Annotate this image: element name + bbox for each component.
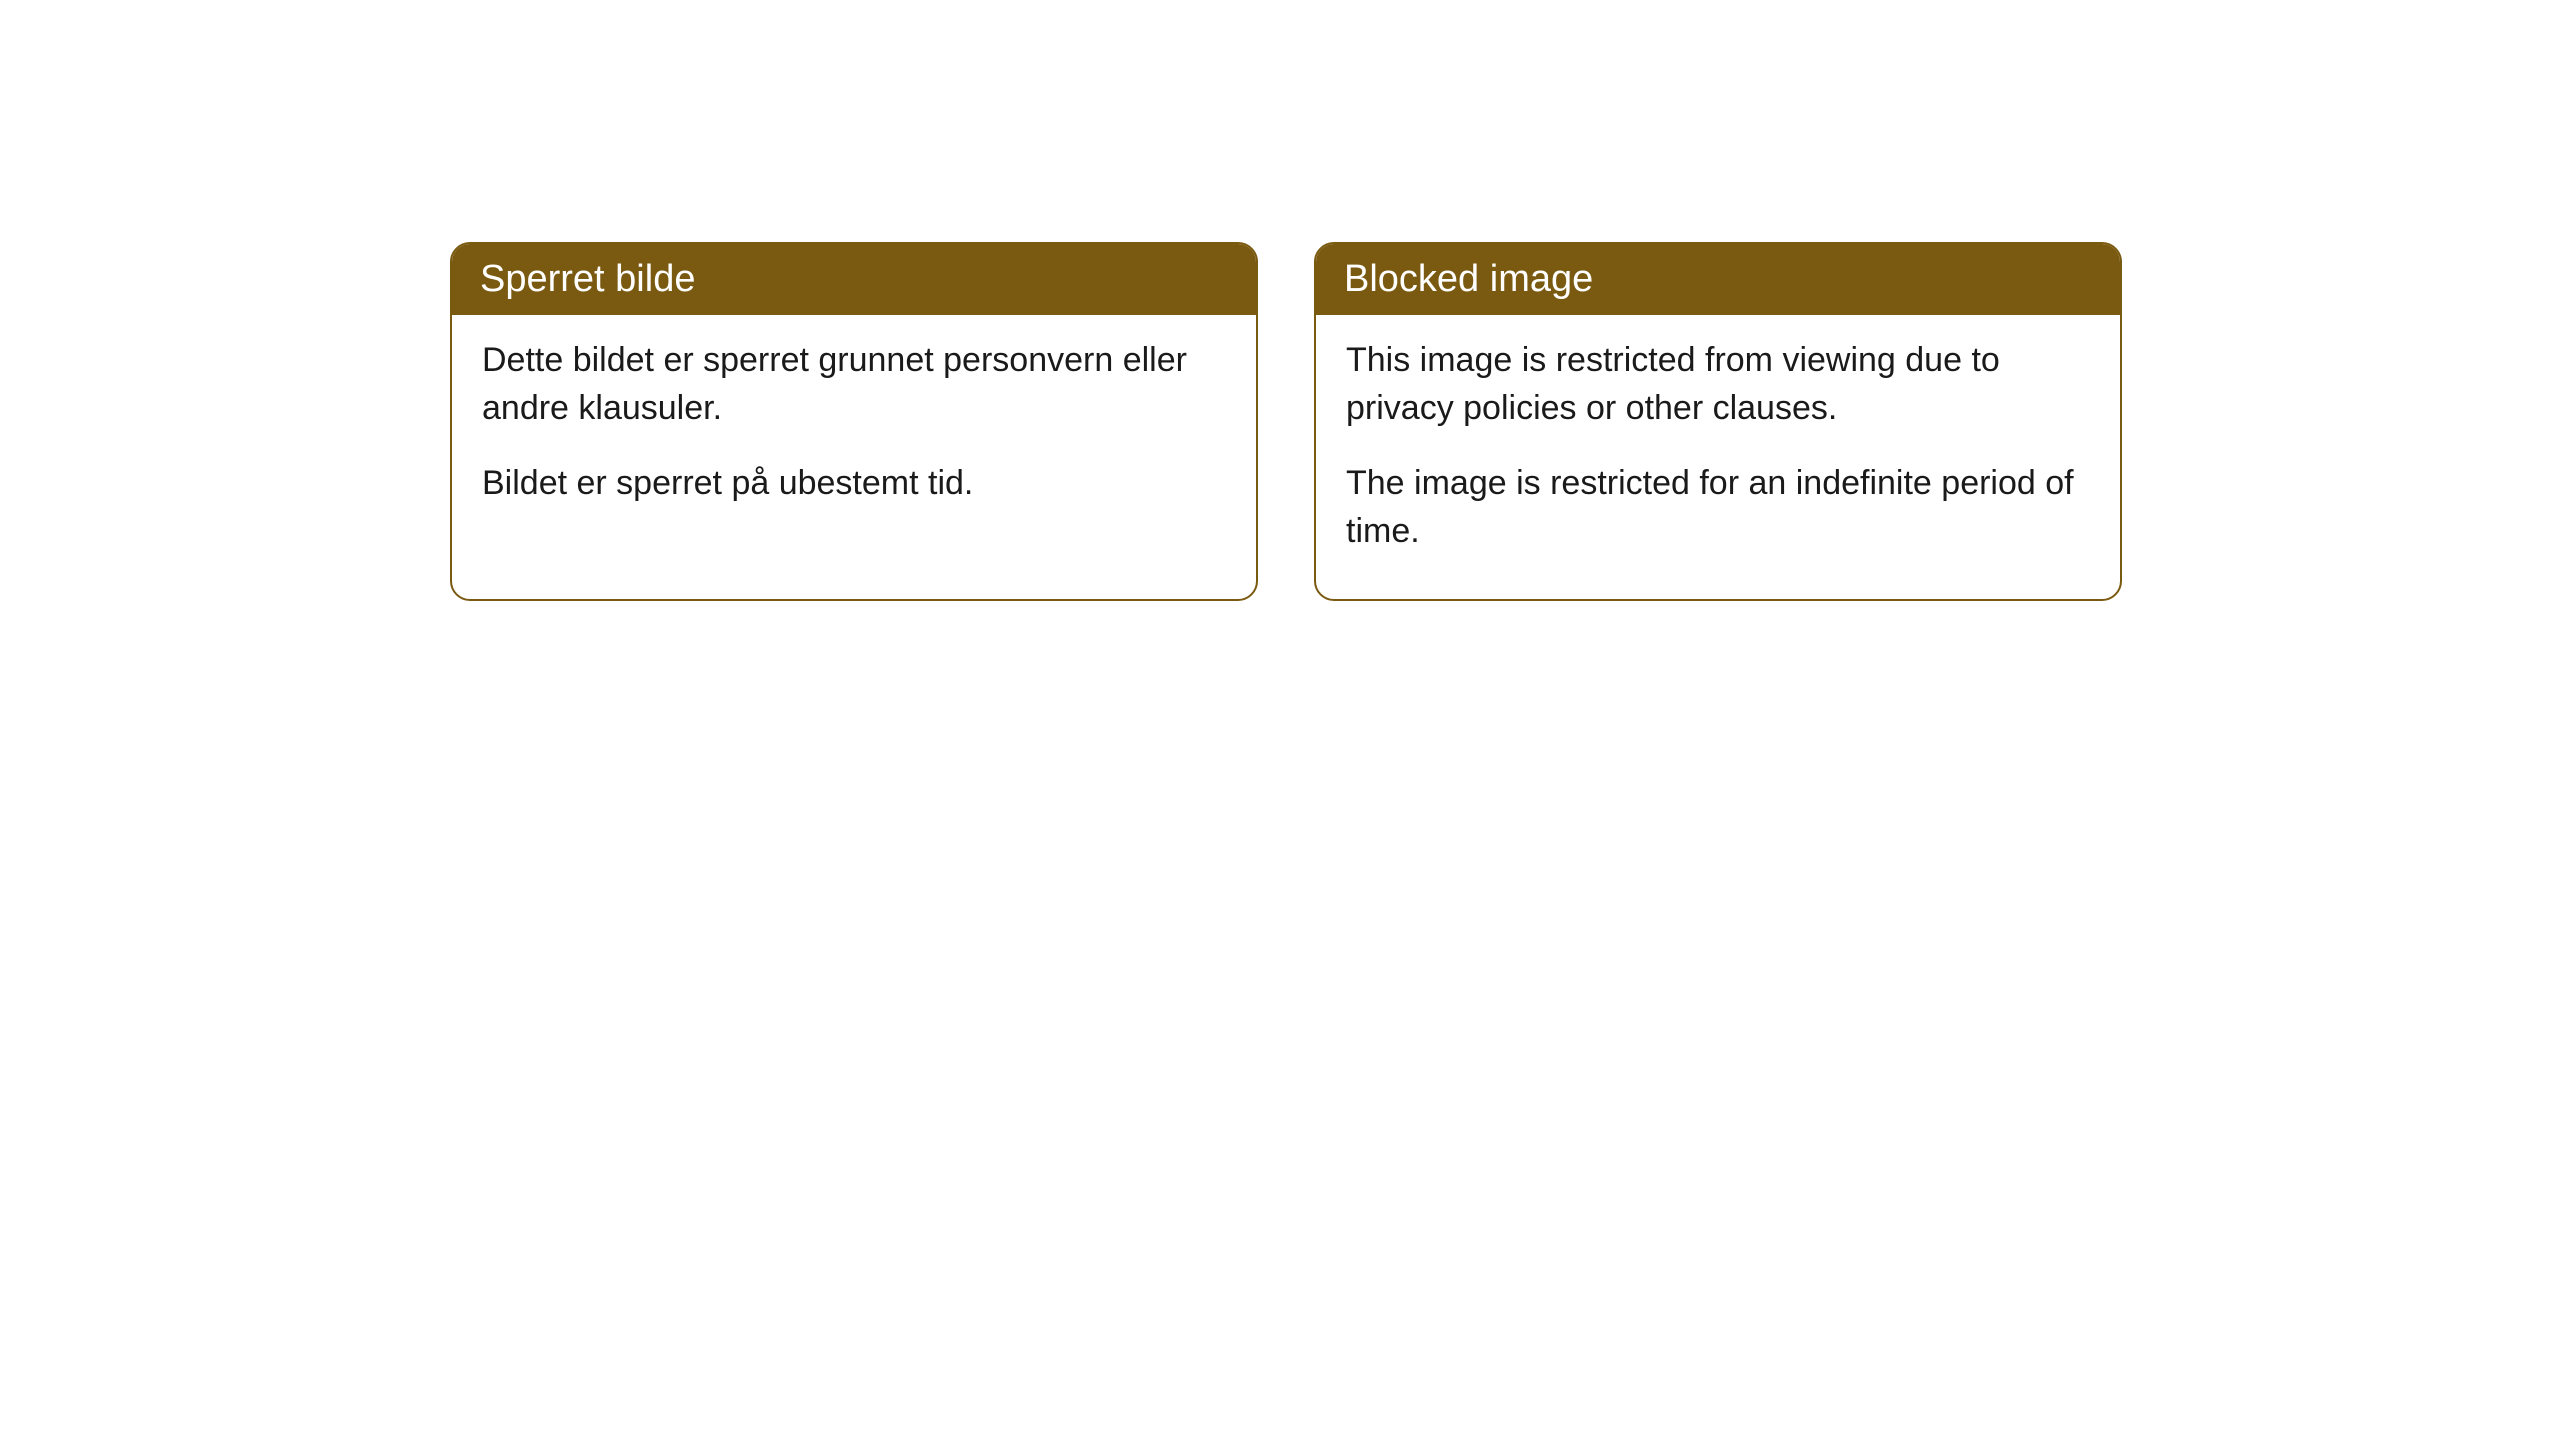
card-norwegian: Sperret bilde Dette bildet er sperret gr…: [450, 242, 1258, 601]
card-header-norwegian: Sperret bilde: [452, 244, 1256, 315]
card-title: Blocked image: [1344, 258, 1593, 300]
card-paragraph: The image is restricted for an indefinit…: [1346, 460, 2090, 555]
card-english: Blocked image This image is restricted f…: [1314, 242, 2122, 601]
cards-container: Sperret bilde Dette bildet er sperret gr…: [450, 242, 2122, 601]
card-body-norwegian: Dette bildet er sperret grunnet personve…: [452, 315, 1256, 552]
card-paragraph: This image is restricted from viewing du…: [1346, 337, 2090, 432]
card-body-english: This image is restricted from viewing du…: [1316, 315, 2120, 599]
card-paragraph: Bildet er sperret på ubestemt tid.: [482, 460, 1226, 508]
card-header-english: Blocked image: [1316, 244, 2120, 315]
card-title: Sperret bilde: [480, 258, 695, 300]
card-paragraph: Dette bildet er sperret grunnet personve…: [482, 337, 1226, 432]
